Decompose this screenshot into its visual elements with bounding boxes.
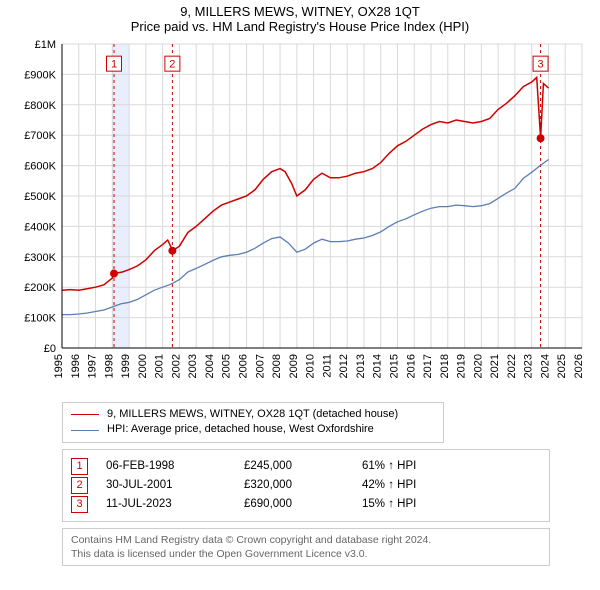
- svg-text:1995: 1995: [53, 354, 65, 378]
- svg-text:2014: 2014: [372, 354, 384, 378]
- event-row: 3 11-JUL-2023 £690,000 15% ↑ HPI: [71, 496, 541, 513]
- attribution-footer: Contains HM Land Registry data © Crown c…: [62, 528, 550, 566]
- svg-text:2025: 2025: [556, 354, 568, 378]
- svg-text:2011: 2011: [321, 354, 333, 378]
- chart-container: £0 £100K £200K £300K £400K £500K £600K £700K £80…: [8, 38, 592, 398]
- svg-text:2024: 2024: [539, 354, 551, 378]
- svg-text:2018: 2018: [439, 354, 451, 378]
- svg-text:2015: 2015: [388, 354, 400, 378]
- svg-text:£600K: £600K: [24, 161, 56, 173]
- svg-text:£1M: £1M: [35, 39, 56, 51]
- svg-text:£400K: £400K: [24, 221, 56, 233]
- legend-swatch: [71, 414, 99, 415]
- svg-text:2020: 2020: [472, 354, 484, 378]
- event-number: 2: [71, 477, 88, 494]
- svg-text:2: 2: [169, 59, 175, 71]
- svg-text:2000: 2000: [137, 354, 149, 378]
- svg-text:2006: 2006: [238, 354, 250, 378]
- event-pct: 42% ↑ HPI: [362, 479, 416, 491]
- svg-text:£100K: £100K: [24, 313, 56, 325]
- events-table: 1 06-FEB-1998 £245,000 61% ↑ HPI 2 30-JUL-200…: [62, 449, 550, 522]
- svg-text:2012: 2012: [338, 354, 350, 378]
- chart-subtitle: Price paid vs. HM Land Registry's House …: [8, 19, 592, 34]
- svg-text:2003: 2003: [187, 354, 199, 378]
- svg-text:2023: 2023: [523, 354, 535, 378]
- legend: 9, MILLERS MEWS, WITNEY, OX28 1QT (detac…: [62, 402, 444, 443]
- svg-text:2002: 2002: [170, 354, 182, 378]
- event-pct: 61% ↑ HPI: [362, 460, 416, 472]
- svg-text:£500K: £500K: [24, 191, 56, 203]
- svg-text:2009: 2009: [288, 354, 300, 378]
- event-row: 1 06-FEB-1998 £245,000 61% ↑ HPI: [71, 458, 541, 475]
- svg-text:1999: 1999: [120, 354, 132, 378]
- footer-line-2: This data is licensed under the Open Gov…: [71, 547, 541, 561]
- svg-text:£800K: £800K: [24, 100, 56, 112]
- legend-label: 9, MILLERS MEWS, WITNEY, OX28 1QT (detac…: [107, 407, 398, 422]
- legend-row: 9, MILLERS MEWS, WITNEY, OX28 1QT (detac…: [71, 407, 435, 422]
- event-row: 2 30-JUL-2001 £320,000 42% ↑ HPI: [71, 477, 541, 494]
- chart-title: 9, MILLERS MEWS, WITNEY, OX28 1QT: [8, 4, 592, 19]
- event-date: 30-JUL-2001: [106, 479, 226, 491]
- svg-text:1996: 1996: [70, 354, 82, 378]
- svg-text:2013: 2013: [355, 354, 367, 378]
- svg-text:2016: 2016: [405, 354, 417, 378]
- price-hpi-chart: £0 £100K £200K £300K £400K £500K £600K £700K £80…: [8, 38, 592, 398]
- svg-text:2017: 2017: [422, 354, 434, 378]
- svg-text:2007: 2007: [254, 354, 266, 378]
- svg-text:£700K: £700K: [24, 130, 56, 142]
- svg-text:2021: 2021: [489, 354, 501, 378]
- svg-text:£300K: £300K: [24, 252, 56, 264]
- svg-text:2005: 2005: [221, 354, 233, 378]
- svg-text:£200K: £200K: [24, 282, 56, 294]
- svg-text:£900K: £900K: [24, 69, 56, 81]
- event-price: £690,000: [244, 498, 344, 510]
- svg-text:2022: 2022: [506, 354, 518, 378]
- legend-swatch: [71, 430, 99, 431]
- event-number: 1: [71, 458, 88, 475]
- svg-text:1998: 1998: [103, 354, 115, 378]
- svg-text:1997: 1997: [87, 354, 99, 378]
- svg-text:2010: 2010: [305, 354, 317, 378]
- svg-text:2008: 2008: [271, 354, 283, 378]
- svg-text:£0: £0: [44, 343, 56, 355]
- svg-text:3: 3: [538, 59, 544, 71]
- event-number: 3: [71, 496, 88, 513]
- svg-text:1: 1: [111, 59, 117, 71]
- svg-text:2004: 2004: [204, 354, 216, 378]
- legend-label: HPI: Average price, detached house, West…: [107, 422, 374, 437]
- event-date: 06-FEB-1998: [106, 460, 226, 472]
- svg-text:2001: 2001: [154, 354, 166, 378]
- legend-row: HPI: Average price, detached house, West…: [71, 422, 435, 437]
- event-price: £320,000: [244, 479, 344, 491]
- svg-text:2026: 2026: [573, 354, 585, 378]
- event-date: 11-JUL-2023: [106, 498, 226, 510]
- svg-text:2019: 2019: [456, 354, 468, 378]
- event-pct: 15% ↑ HPI: [362, 498, 416, 510]
- footer-line-1: Contains HM Land Registry data © Crown c…: [71, 533, 541, 547]
- event-price: £245,000: [244, 460, 344, 472]
